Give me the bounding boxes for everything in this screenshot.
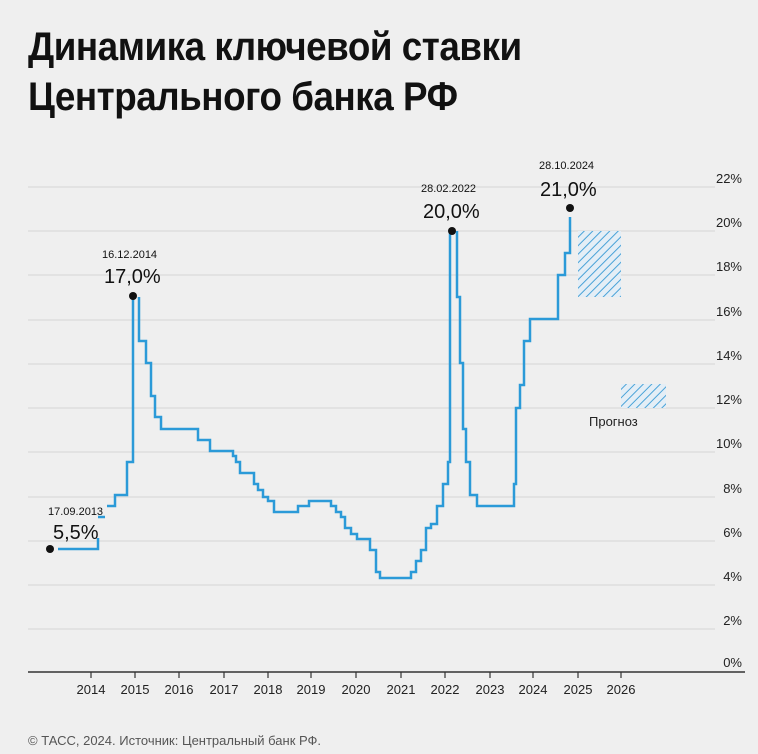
svg-text:2014: 2014	[77, 682, 106, 697]
annotation-2013: 17.09.2013 5,5%	[46, 506, 103, 553]
annotation-2024: 28.10.2024 21,0%	[539, 160, 597, 212]
svg-text:2026: 2026	[607, 682, 636, 697]
svg-text:21,0%: 21,0%	[540, 179, 597, 201]
svg-text:5,5%: 5,5%	[53, 522, 99, 544]
point-marker	[566, 204, 574, 212]
svg-text:22%: 22%	[716, 171, 742, 186]
svg-text:0%: 0%	[723, 655, 742, 670]
forecast-label: Прогноз	[589, 414, 638, 429]
svg-text:2017: 2017	[210, 682, 239, 697]
svg-text:2021: 2021	[387, 682, 416, 697]
svg-text:16.12.2014: 16.12.2014	[102, 249, 157, 261]
svg-text:2%: 2%	[723, 613, 742, 628]
svg-text:28.10.2024: 28.10.2024	[539, 160, 594, 172]
svg-text:4%: 4%	[723, 569, 742, 584]
gridlines	[28, 186, 715, 630]
svg-text:2024: 2024	[519, 682, 548, 697]
svg-text:2020: 2020	[342, 682, 371, 697]
title-line-2: Центрального банка РФ	[28, 75, 458, 119]
point-marker	[46, 545, 54, 553]
svg-text:2022: 2022	[431, 682, 460, 697]
svg-text:2018: 2018	[254, 682, 283, 697]
svg-text:6%: 6%	[723, 525, 742, 540]
annotation-2022: 28.02.2022 20,0%	[421, 183, 480, 235]
x-axis-labels: 2014 2015 2016 2017 2018 2019 2020 2021 …	[77, 682, 636, 697]
svg-text:20%: 20%	[716, 215, 742, 230]
point-marker	[129, 292, 137, 300]
svg-text:20,0%: 20,0%	[423, 201, 480, 223]
annotation-2014: 16.12.2014 17,0%	[102, 249, 161, 300]
forecast-2025-box	[578, 231, 621, 297]
svg-text:2023: 2023	[476, 682, 505, 697]
svg-text:17,0%: 17,0%	[104, 266, 161, 288]
svg-text:18%: 18%	[716, 259, 742, 274]
svg-text:10%: 10%	[716, 436, 742, 451]
y-axis-labels: 22% 20% 18% 16% 14% 12% 10% 8% 6% 4% 2% …	[716, 171, 742, 670]
svg-text:2016: 2016	[165, 682, 194, 697]
svg-text:8%: 8%	[723, 481, 742, 496]
x-axis: 2014 2015 2016 2017 2018 2019 2020 2021 …	[28, 671, 745, 697]
point-marker	[448, 227, 456, 235]
source-footer: © ТАСС, 2024. Источник: Центральный банк…	[28, 733, 322, 748]
svg-text:17.09.2013: 17.09.2013	[48, 506, 103, 518]
svg-text:2025: 2025	[564, 682, 593, 697]
title-line-1: Динамика ключевой ставки	[28, 25, 522, 69]
svg-text:16%: 16%	[716, 304, 742, 319]
chart-title: Динамика ключевой ставки Центрального ба…	[28, 22, 522, 122]
svg-text:2019: 2019	[297, 682, 326, 697]
svg-text:2015: 2015	[121, 682, 150, 697]
key-rate-line	[58, 217, 572, 580]
svg-text:14%: 14%	[716, 348, 742, 363]
forecast-2026-box	[621, 384, 666, 408]
svg-text:12%: 12%	[716, 392, 742, 407]
svg-text:28.02.2022: 28.02.2022	[421, 183, 476, 195]
